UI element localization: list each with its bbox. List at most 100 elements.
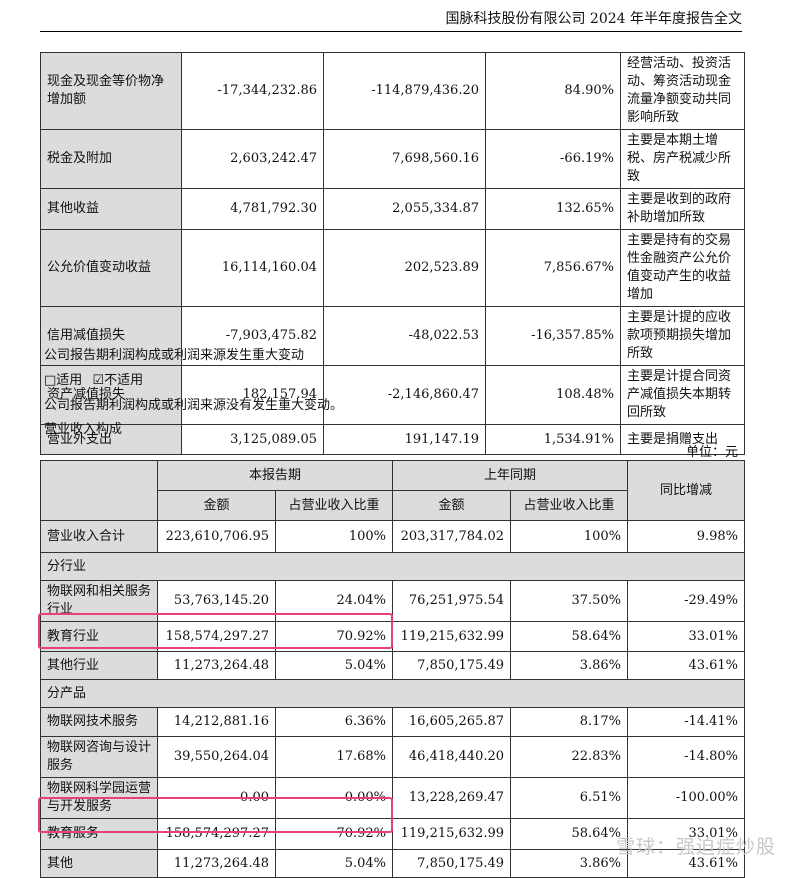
watermark: 雪球：强迫症炒股	[615, 836, 776, 858]
amount-current: 53,763,145.20	[157, 580, 276, 622]
current-value: -7,903,475.82	[181, 306, 324, 366]
ratio-prior: 6.51%	[510, 777, 629, 819]
current-value: 3,125,089.05	[181, 424, 324, 455]
table-row: 教育行业 158,574,297.27 70.92% 119,215,632.9…	[40, 621, 746, 652]
yoy-change: -100.00%	[627, 777, 746, 819]
row-label: 其他	[40, 849, 158, 878]
profit-change-heading: 公司报告期利润构成或利润来源发生重大变动	[44, 348, 305, 363]
change-pct: 108.48%	[485, 365, 621, 425]
ratio-current: 5.04%	[274, 651, 394, 680]
section-row: 分产品	[39, 679, 746, 708]
table-row: 物联网技术服务 14,212,881.16 6.36% 16,605,265.8…	[40, 707, 746, 737]
change-pct: 7,856.67%	[485, 229, 621, 307]
change-reason: 经营活动、投资活动、筹资活动现金流量净额变动共同影响所致	[620, 52, 745, 130]
amount-prior: 203,317,784.02	[392, 520, 512, 553]
table-row: 现金及现金等价物净增加额 -17,344,232.86 -114,879,436…	[40, 52, 745, 130]
ratio-prior: 3.86%	[510, 651, 629, 680]
section-row: 分行业	[39, 552, 746, 581]
revenue-composition-table: 本报告期 上年同期 同比增减 金额 占营业收入比重 金额 占营业收入比重 营业收…	[39, 460, 746, 878]
current-value: 4,781,792.30	[181, 188, 324, 230]
amount-current: 158,574,297.27	[157, 818, 276, 850]
change-reason: 主要是本期土增税、房产税减少所致	[620, 129, 745, 189]
header-rule	[40, 31, 742, 32]
prior-value: 202,523.89	[323, 229, 486, 307]
unit-label: 单位：元	[685, 445, 738, 460]
row-label: 现金及现金等价物净增加额	[40, 52, 182, 130]
table-row-total: 营业收入合计 223,610,706.95 100% 203,317,784.0…	[40, 520, 746, 553]
current-value: -17,344,232.86	[181, 52, 324, 130]
change-pct: 84.90%	[485, 52, 621, 130]
amount-current: 39,550,264.04	[157, 736, 276, 778]
change-pct: 1,534.91%	[485, 424, 621, 455]
change-pct: 132.65%	[485, 188, 621, 230]
header-row: 金额 占营业收入比重 金额 占营业收入比重	[41, 490, 745, 521]
amount-current: 158,574,297.27	[157, 621, 276, 652]
current-value: 16,114,160.04	[181, 229, 324, 307]
row-label: 其他收益	[40, 188, 182, 230]
current-value: 182,157.94	[181, 365, 324, 425]
ratio-current: 24.04%	[274, 580, 394, 622]
header-ratio: 占营业收入比重	[510, 490, 629, 521]
section-industry: 分行业	[39, 552, 746, 581]
ratio-current: 6.36%	[274, 707, 394, 737]
change-reason: 主要是捐赠支出	[620, 424, 745, 455]
ratio-prior: 8.17%	[510, 707, 629, 737]
table-row: 其他收益 4,781,792.30 2,055,334.87 132.65% 主…	[40, 188, 745, 230]
change-reason: 主要是收到的政府补助增加所致	[620, 188, 745, 230]
change-reason: 主要是计提的应收款项预期损失增加所致	[620, 306, 745, 366]
header-ratio: 占营业收入比重	[274, 490, 394, 521]
applicability-line: □适用 ☑不适用	[44, 369, 143, 388]
change-pct: -16,357.85%	[485, 306, 621, 366]
ratio-prior: 100%	[510, 520, 629, 553]
yoy-change: -14.41%	[627, 707, 746, 737]
amount-current: 14,212,881.16	[157, 707, 276, 737]
table-row: 营业外支出 3,125,089.05 191,147.19 1,534.91% …	[40, 424, 745, 455]
change-reason: 主要是持有的交易性金融资产公允价值变动产生的收益增加	[620, 229, 745, 307]
table-row: 税金及附加 2,603,242.47 7,698,560.16 -66.19% …	[40, 129, 745, 189]
amount-current: 11,273,264.48	[157, 849, 276, 878]
yoy-change: -29.49%	[627, 580, 746, 622]
change-pct: -66.19%	[485, 129, 621, 189]
amount-prior: 46,418,440.20	[392, 736, 512, 778]
amount-current: 11,273,264.48	[157, 651, 276, 680]
ratio-current: 5.04%	[274, 849, 394, 878]
prior-value: -2,146,860.47	[323, 365, 486, 425]
ratio-current: 70.92%	[274, 818, 394, 850]
amount-prior: 13,228,269.47	[392, 777, 512, 819]
amount-prior: 119,215,632.99	[392, 818, 512, 850]
header-yoy: 同比增减	[627, 460, 746, 521]
revenue-section-title: 营业收入构成	[44, 422, 123, 437]
yoy-change: 9.98%	[627, 520, 746, 553]
row-label: 物联网科学园运营与开发服务	[40, 777, 158, 819]
row-label: 税金及附加	[40, 129, 182, 189]
ratio-current: 17.68%	[274, 736, 394, 778]
page-header: 国脉科技股份有限公司 2024 年半年度报告全文	[0, 0, 800, 32]
amount-current: 223,610,706.95	[157, 520, 276, 553]
row-label: 信用减值损失	[40, 306, 182, 366]
prior-value: -48,022.53	[323, 306, 486, 366]
checkbox-applicable: □适用	[44, 373, 83, 388]
table-row: 资产减值损失 182,157.94 -2,146,860.47 108.48% …	[40, 365, 745, 425]
ratio-prior: 58.64%	[510, 621, 629, 652]
row-label: 其他行业	[40, 651, 158, 680]
amount-prior: 7,850,175.49	[392, 849, 512, 878]
ratio-prior: 22.83%	[510, 736, 629, 778]
table-row: 公允价值变动收益 16,114,160.04 202,523.89 7,856.…	[40, 229, 745, 307]
no-change-statement: 公司报告期利润构成或利润来源没有发生重大变动。	[44, 398, 344, 413]
prior-value: -114,879,436.20	[323, 52, 486, 130]
yoy-change: 33.01%	[627, 818, 746, 850]
header-amount: 金额	[157, 490, 276, 521]
change-items-table: 现金及现金等价物净增加额 -17,344,232.86 -114,879,436…	[40, 52, 745, 455]
amount-prior: 7,850,175.49	[392, 651, 512, 680]
current-value: 2,603,242.47	[181, 129, 324, 189]
ratio-prior: 58.64%	[510, 818, 629, 850]
ratio-current: 70.92%	[274, 621, 394, 652]
row-label: 物联网咨询与设计服务	[40, 736, 158, 778]
row-label: 营业外支出	[40, 424, 182, 455]
report-title: 国脉科技股份有限公司 2024 年半年度报告全文	[445, 11, 742, 27]
prior-value: 191,147.19	[323, 424, 486, 455]
table-row: 物联网科学园运营与开发服务 0.00 0.00% 13,228,269.47 6…	[40, 777, 746, 819]
row-label: 公允价值变动收益	[40, 229, 182, 307]
header-current-period: 本报告期	[156, 460, 394, 491]
section-product: 分产品	[39, 679, 746, 708]
